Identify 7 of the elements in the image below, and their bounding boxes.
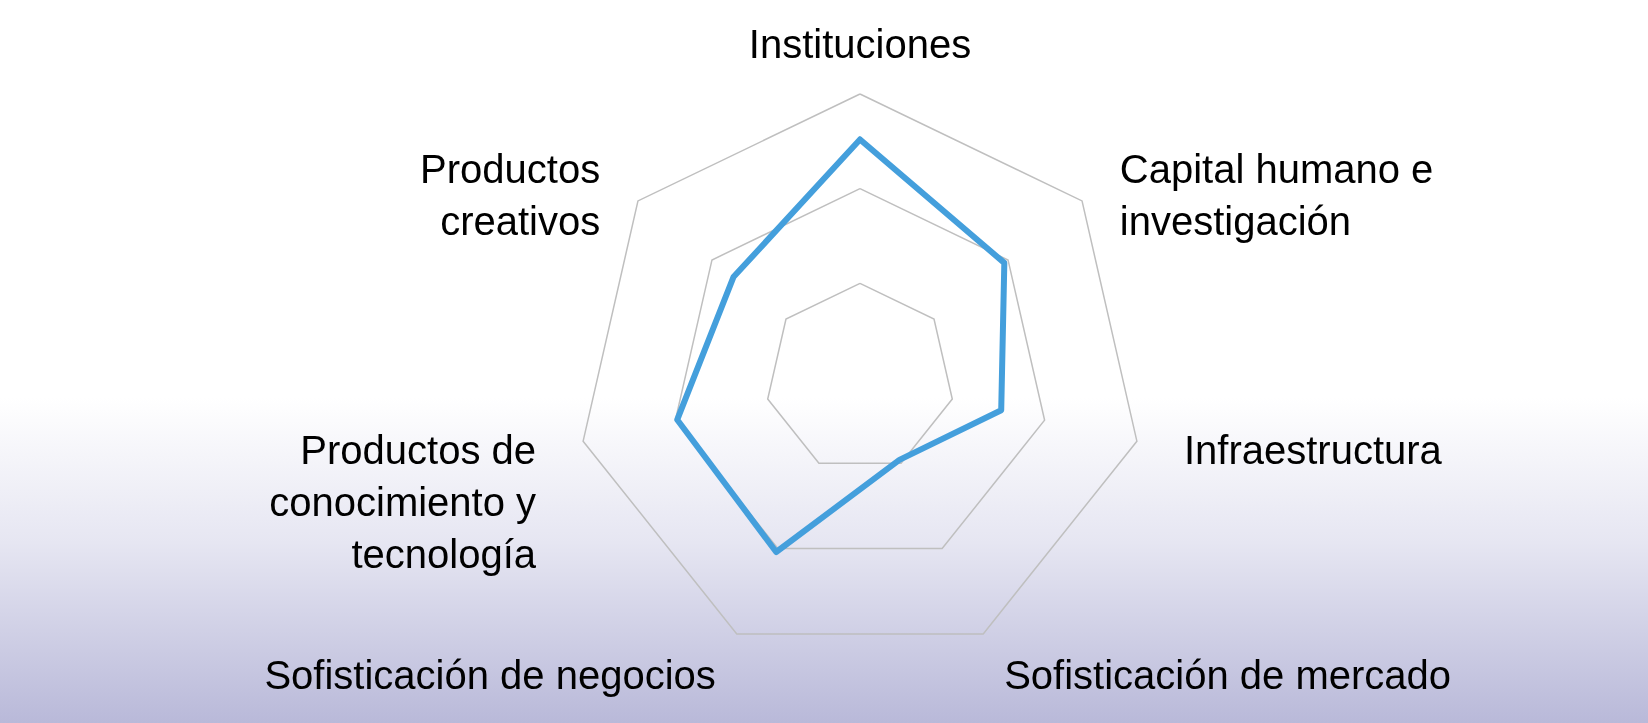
spoke-label: Productos creativos — [420, 146, 601, 243]
spoke-label: Sofisticación de mercado — [1004, 653, 1452, 698]
spoke-label: Capital humano e investigación — [1119, 146, 1434, 243]
spoke-label: Productos de conocimiento y tecnología — [269, 427, 537, 576]
spoke-label: Infraestructura — [1183, 427, 1443, 472]
spoke-label: Sofisticación de negocios — [264, 653, 716, 698]
spoke-label: Instituciones — [748, 21, 972, 66]
